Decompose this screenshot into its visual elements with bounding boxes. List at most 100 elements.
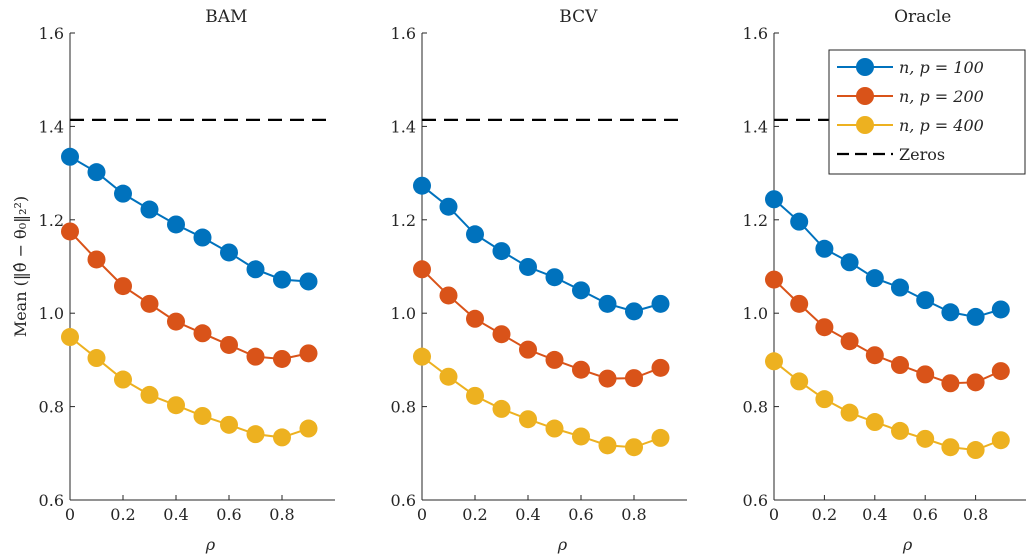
data-point bbox=[916, 429, 935, 448]
x-tick-label: 0.6 bbox=[216, 505, 241, 524]
y-tick-label: 1.6 bbox=[39, 24, 64, 43]
series-2 bbox=[765, 270, 1010, 393]
y-tick-label: 1.4 bbox=[391, 117, 416, 136]
y-tick-label: 0.6 bbox=[391, 491, 416, 510]
y-axis-label: Mean (‖θ̂ − θ₀‖₂²) bbox=[11, 196, 30, 337]
series-1 bbox=[765, 190, 1010, 326]
series-line bbox=[421, 184, 661, 313]
data-point bbox=[299, 272, 318, 291]
data-point bbox=[140, 385, 159, 404]
data-point bbox=[439, 197, 458, 216]
data-point bbox=[815, 318, 834, 337]
x-tick-label: 0.2 bbox=[110, 505, 135, 524]
data-point bbox=[519, 410, 537, 429]
y-tick-label: 0.8 bbox=[391, 398, 416, 417]
data-point bbox=[114, 184, 132, 203]
data-point bbox=[466, 386, 484, 405]
legend-marker bbox=[856, 87, 874, 105]
data-point bbox=[625, 369, 643, 388]
data-point bbox=[865, 346, 884, 365]
data-point bbox=[790, 212, 809, 231]
y-tick-label: 0.6 bbox=[743, 491, 768, 510]
data-point bbox=[765, 270, 783, 289]
data-point bbox=[140, 200, 159, 219]
y-tick-label: 0.8 bbox=[39, 398, 64, 417]
series-3 bbox=[61, 328, 318, 447]
y-tick-label: 1.0 bbox=[743, 304, 768, 323]
data-point bbox=[545, 268, 564, 287]
legend: n, p = 100 n, p = 200 n, p = 400 Zeros bbox=[828, 49, 1026, 175]
data-point bbox=[273, 428, 291, 447]
x-tick-label: 0.6 bbox=[568, 505, 593, 524]
data-point bbox=[651, 428, 670, 447]
data-point bbox=[167, 312, 185, 331]
x-tick-label: 0.8 bbox=[963, 505, 988, 524]
data-point bbox=[651, 294, 670, 313]
data-point bbox=[865, 269, 884, 288]
data-point bbox=[167, 215, 185, 234]
data-point bbox=[61, 328, 79, 347]
data-point bbox=[246, 425, 265, 444]
data-point bbox=[220, 243, 238, 262]
data-point bbox=[519, 257, 537, 276]
x-tick-label: 0 bbox=[417, 505, 427, 524]
data-point bbox=[625, 302, 643, 321]
legend-label: n, p = 400 bbox=[899, 116, 984, 135]
data-point bbox=[598, 436, 617, 455]
data-point bbox=[572, 281, 590, 300]
data-point bbox=[545, 419, 564, 438]
series-3 bbox=[765, 352, 1010, 460]
data-point bbox=[916, 365, 935, 384]
x-tick-label: 0.8 bbox=[621, 505, 646, 524]
legend-label: n, p = 100 bbox=[899, 58, 984, 77]
data-point bbox=[891, 278, 909, 297]
y-tick-label: 1.2 bbox=[39, 211, 64, 230]
data-point bbox=[519, 340, 537, 359]
data-point bbox=[840, 403, 859, 422]
data-point bbox=[765, 352, 783, 371]
data-point bbox=[840, 253, 859, 272]
series-line bbox=[773, 278, 1002, 385]
data-point bbox=[941, 374, 960, 393]
data-point bbox=[941, 438, 960, 457]
x-tick-label: 0 bbox=[65, 505, 75, 524]
x-tick-label: 0.4 bbox=[515, 505, 540, 524]
data-point bbox=[439, 286, 458, 305]
y-tick-label: 1.0 bbox=[391, 304, 416, 323]
series-2 bbox=[413, 260, 670, 388]
y-tick-label: 1.4 bbox=[743, 117, 768, 136]
data-point bbox=[815, 390, 834, 409]
x-tick-label: 0.2 bbox=[812, 505, 837, 524]
data-point bbox=[220, 335, 238, 354]
data-point bbox=[246, 260, 265, 279]
data-point bbox=[625, 438, 643, 457]
data-point bbox=[966, 373, 985, 392]
data-point bbox=[891, 356, 909, 375]
data-point bbox=[87, 250, 106, 269]
data-point bbox=[193, 324, 212, 343]
y-tick-label: 1.2 bbox=[391, 211, 416, 230]
data-point bbox=[966, 441, 985, 460]
series-1 bbox=[61, 147, 318, 291]
data-point bbox=[916, 291, 935, 310]
series-line bbox=[773, 198, 1002, 318]
legend-label: Zeros bbox=[899, 145, 945, 164]
x-tick-label: 0.4 bbox=[163, 505, 188, 524]
data-point bbox=[61, 222, 79, 241]
series-2 bbox=[61, 222, 318, 368]
panel-bcv: BCV 0.6 0.8 1.0 1.2 1.4 1.6 0 0.2 0.4 0.6 0.8 ρ bbox=[391, 7, 687, 554]
data-point bbox=[598, 369, 617, 388]
legend-marker bbox=[856, 116, 874, 134]
x-tick-label: 0.2 bbox=[462, 505, 487, 524]
data-point bbox=[572, 427, 590, 446]
data-point bbox=[492, 325, 511, 344]
y-tick-label: 0.8 bbox=[743, 398, 768, 417]
x-tick-label: 0 bbox=[769, 505, 779, 524]
data-point bbox=[572, 360, 590, 379]
data-point bbox=[651, 358, 670, 377]
data-point bbox=[220, 415, 238, 434]
series-3 bbox=[413, 347, 670, 457]
data-point bbox=[865, 413, 884, 432]
data-point bbox=[991, 431, 1010, 450]
